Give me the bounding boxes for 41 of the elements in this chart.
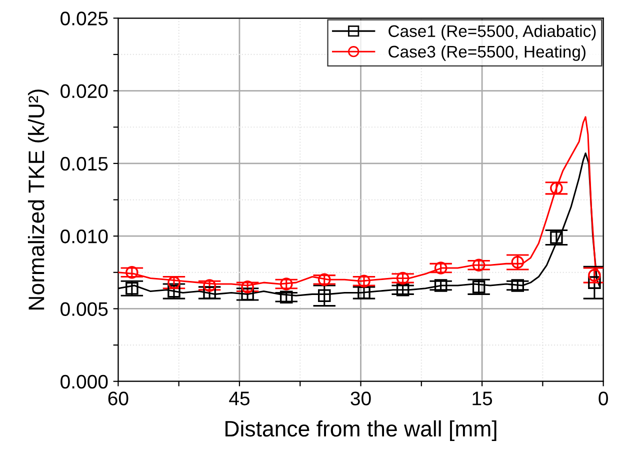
x-tick-label: 30 [350,392,371,406]
legend-label: Case3 (Re=5500, Heating) [388,45,586,61]
point [203,279,216,292]
y-tick-label: 0.005 [60,302,108,316]
x-tick-label: 60 [108,392,128,406]
point [241,288,254,301]
point [588,276,601,289]
x-axis-title: Distance from the wall [mm] [226,420,496,442]
point [434,262,448,274]
point [126,266,138,279]
point [168,284,180,298]
point [241,280,254,294]
point [280,278,293,290]
point [472,258,486,272]
point [588,268,601,282]
y-tick-label: 0.020 [60,84,108,98]
y-axis-title: Normalized TKE (k/U²) [28,90,49,310]
y-tick-label: 0.000 [60,374,108,389]
point [318,273,331,286]
point [434,279,448,292]
legend-label: Case1 (Re=5500, Adiabatic) [388,24,596,40]
y-tick-label: 0.025 [60,12,108,26]
x-tick-label: 45 [229,392,250,406]
point [203,286,216,300]
point [358,274,370,288]
point [126,282,138,295]
point [472,280,486,294]
point [168,276,180,289]
x-tick-label: 0 [598,392,608,406]
x-tick-label: 15 [472,392,492,406]
point [550,231,563,244]
point [511,256,524,269]
point [550,182,563,195]
point [358,286,370,300]
point [318,289,331,302]
point [396,272,410,285]
y-tick-label: 0.010 [60,230,108,244]
point [396,283,410,296]
point [511,279,524,292]
y-tick-label: 0.015 [60,156,108,171]
point [280,290,293,304]
